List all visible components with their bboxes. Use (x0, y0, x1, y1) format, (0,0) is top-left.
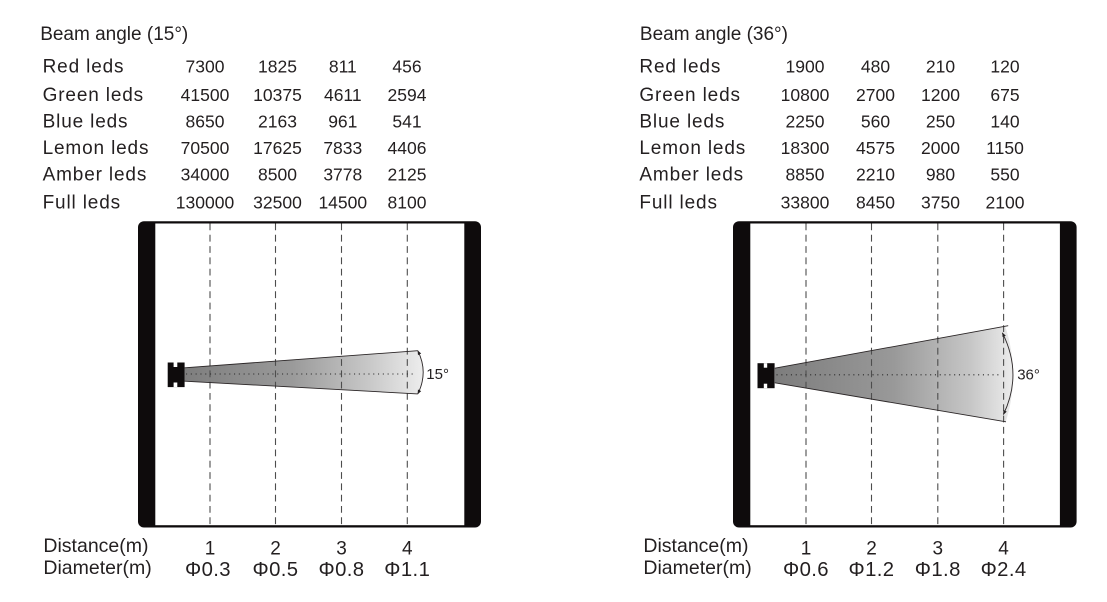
svg-text:456: 456 (392, 57, 421, 77)
svg-text:3: 3 (933, 538, 944, 559)
svg-text:33800: 33800 (781, 192, 830, 212)
svg-text:1: 1 (801, 538, 812, 559)
svg-text:3750: 3750 (921, 192, 960, 212)
svg-text:15°: 15° (426, 366, 449, 383)
svg-text:130000: 130000 (176, 192, 235, 212)
svg-text:Lemon leds: Lemon leds (639, 138, 746, 159)
svg-text:120: 120 (990, 57, 1019, 77)
svg-text:8650: 8650 (186, 112, 225, 132)
svg-text:980: 980 (926, 165, 955, 185)
svg-text:4406: 4406 (388, 138, 427, 158)
svg-text:7300: 7300 (186, 57, 225, 77)
svg-text:4: 4 (998, 538, 1009, 559)
svg-text:Distance(m): Distance(m) (43, 535, 148, 557)
svg-text:Φ0.3: Φ0.3 (185, 559, 231, 581)
svg-text:Φ1.2: Φ1.2 (849, 559, 895, 581)
svg-text:18300: 18300 (781, 138, 830, 158)
svg-text:14500: 14500 (318, 192, 367, 212)
svg-text:250: 250 (926, 112, 955, 132)
svg-text:961: 961 (328, 112, 357, 132)
svg-text:210: 210 (926, 57, 955, 77)
svg-text:32500: 32500 (253, 192, 302, 212)
svg-text:4611: 4611 (324, 85, 362, 105)
svg-text:1200: 1200 (921, 85, 960, 105)
svg-text:70500: 70500 (181, 138, 230, 158)
svg-text:140: 140 (990, 112, 1019, 132)
svg-text:2594: 2594 (388, 85, 427, 105)
svg-text:Φ0.8: Φ0.8 (319, 559, 365, 581)
svg-text:2: 2 (270, 538, 281, 559)
svg-text:8850: 8850 (786, 165, 825, 185)
svg-text:8100: 8100 (388, 192, 427, 212)
svg-text:Red leds: Red leds (639, 57, 721, 78)
svg-text:Beam angle (15°): Beam angle (15°) (40, 24, 188, 45)
svg-text:2163: 2163 (258, 112, 297, 132)
svg-text:Φ0.6: Φ0.6 (783, 559, 829, 581)
svg-text:Beam angle (36°): Beam angle (36°) (640, 24, 788, 45)
svg-text:675: 675 (990, 85, 1019, 105)
svg-text:2125: 2125 (388, 165, 427, 185)
svg-text:8450: 8450 (856, 192, 895, 212)
svg-text:3778: 3778 (323, 165, 362, 185)
svg-text:2100: 2100 (986, 192, 1025, 212)
svg-text:36°: 36° (1017, 367, 1040, 384)
svg-text:550: 550 (990, 165, 1019, 185)
svg-text:Green leds: Green leds (639, 85, 740, 106)
svg-text:Φ1.8: Φ1.8 (915, 559, 961, 581)
svg-text:Blue leds: Blue leds (639, 112, 725, 133)
svg-text:560: 560 (861, 112, 890, 132)
svg-text:541: 541 (392, 112, 421, 132)
svg-text:1150: 1150 (986, 138, 1024, 158)
svg-text:Red leds: Red leds (43, 57, 125, 78)
svg-text:4: 4 (402, 538, 413, 559)
svg-text:2700: 2700 (856, 85, 895, 105)
svg-text:8500: 8500 (258, 165, 297, 185)
svg-text:1900: 1900 (786, 57, 825, 77)
svg-text:480: 480 (861, 57, 890, 77)
svg-text:10800: 10800 (781, 85, 830, 105)
svg-text:Φ2.4: Φ2.4 (981, 559, 1027, 581)
svg-text:Φ0.5: Φ0.5 (253, 559, 299, 581)
svg-text:17625: 17625 (253, 138, 302, 158)
svg-text:Amber leds: Amber leds (639, 165, 744, 186)
svg-text:Φ1.1: Φ1.1 (384, 559, 430, 581)
svg-text:2000: 2000 (921, 138, 960, 158)
svg-text:7833: 7833 (323, 138, 362, 158)
svg-text:Full leds: Full leds (639, 192, 717, 213)
svg-text:41500: 41500 (181, 85, 230, 105)
svg-text:4575: 4575 (856, 138, 895, 158)
svg-text:Amber leds: Amber leds (43, 165, 148, 186)
svg-text:Blue leds: Blue leds (43, 112, 129, 133)
svg-text:Lemon leds: Lemon leds (43, 138, 150, 159)
svg-text:Diameter(m): Diameter(m) (43, 557, 151, 579)
svg-text:Diameter(m): Diameter(m) (643, 557, 751, 579)
svg-text:10375: 10375 (253, 85, 302, 105)
svg-text:2210: 2210 (856, 165, 895, 185)
svg-text:34000: 34000 (181, 165, 230, 185)
svg-text:Distance(m): Distance(m) (643, 535, 748, 557)
svg-text:2: 2 (866, 538, 877, 559)
svg-text:811: 811 (329, 57, 357, 77)
svg-text:Full leds: Full leds (43, 192, 121, 213)
svg-text:1825: 1825 (258, 57, 297, 77)
svg-text:2250: 2250 (786, 112, 825, 132)
svg-text:Green leds: Green leds (43, 85, 144, 106)
svg-text:3: 3 (336, 538, 347, 559)
svg-text:1: 1 (205, 538, 216, 559)
